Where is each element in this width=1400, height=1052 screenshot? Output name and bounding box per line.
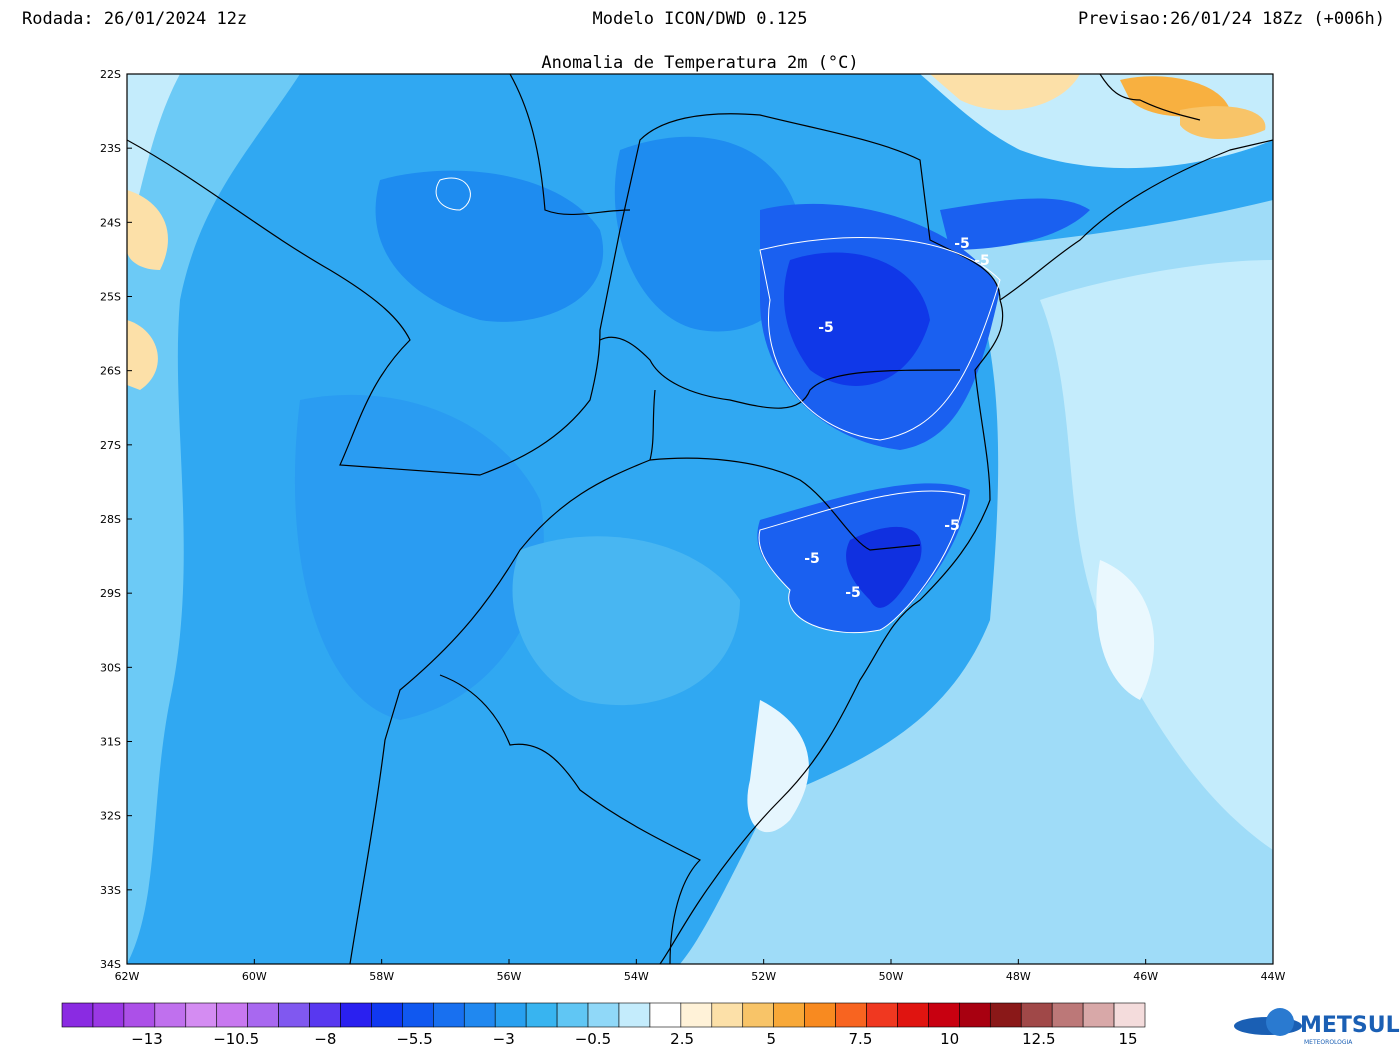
colorbar-label: 12.5 xyxy=(1022,1030,1055,1048)
colorbar-swatch xyxy=(433,1002,465,1028)
colorbar-swatch xyxy=(525,1002,558,1028)
colorbar-label: −3 xyxy=(493,1030,515,1048)
lon-label: 54W xyxy=(624,970,649,983)
colorbar-swatch xyxy=(494,1002,527,1028)
lon-label: 48W xyxy=(1006,970,1031,983)
contour-label: -5 xyxy=(954,236,970,252)
colorbar-label: 10 xyxy=(940,1030,959,1048)
colorbar-swatch xyxy=(371,1002,403,1028)
lon-label: 52W xyxy=(751,970,776,983)
lat-label: 26S xyxy=(100,365,121,378)
colorbar-label: 7.5 xyxy=(849,1030,873,1048)
colorbar-swatch xyxy=(1020,1002,1053,1028)
colorbar-swatch xyxy=(1113,1002,1146,1028)
lat-label: 23S xyxy=(100,142,121,155)
lat-label: 24S xyxy=(100,216,121,229)
colorbar-swatch xyxy=(804,1002,836,1028)
lon-label: 60W xyxy=(242,970,267,983)
colorbar-swatch xyxy=(92,1002,125,1028)
lon-label: 50W xyxy=(879,970,904,983)
logo: METSUL METEOROLOGIA xyxy=(1234,1008,1400,1046)
contour-label: -5 xyxy=(944,518,960,534)
colorbar-swatch xyxy=(340,1002,372,1028)
header-center: Modelo ICON/DWD 0.125 xyxy=(593,9,808,29)
lon-label: 56W xyxy=(497,970,522,983)
colorbar-swatch xyxy=(587,1002,620,1028)
lat-label: 27S xyxy=(100,439,121,452)
colorbar-swatch xyxy=(309,1002,341,1028)
lat-label: 22S xyxy=(100,68,121,81)
lat-label: 32S xyxy=(100,810,121,823)
contour-label: -5 xyxy=(804,551,820,567)
colorbar-swatch xyxy=(773,1002,805,1028)
colorbar-swatch xyxy=(928,1002,960,1028)
colorbar-swatch xyxy=(989,1002,1022,1028)
colorbar-swatch xyxy=(185,1002,218,1028)
borders xyxy=(127,74,1273,964)
logo-sub: METEOROLOGIA xyxy=(1304,1039,1353,1046)
contour-label: -5 xyxy=(845,585,861,601)
lat-label: 30S xyxy=(100,661,121,674)
colorbar-label: 2.5 xyxy=(670,1030,694,1048)
header-right: Previsao:26/01/24 18Zz (+006h) xyxy=(1078,9,1385,29)
colorbar-label: −10.5 xyxy=(213,1030,259,1048)
lat-label: 28S xyxy=(100,513,121,526)
logo-name: METSUL xyxy=(1300,1013,1400,1038)
contours xyxy=(435,177,1001,634)
lat-label: 29S xyxy=(100,587,121,600)
colorbar-swatch xyxy=(123,1002,156,1028)
header-left: Rodada: 26/01/2024 12z xyxy=(22,9,247,29)
contour-label: -5 xyxy=(974,253,990,269)
colorbar-swatch xyxy=(866,1002,898,1028)
colorbar-swatch xyxy=(649,1002,682,1028)
lon-label: 44W xyxy=(1261,970,1286,983)
lat-label: 33S xyxy=(100,884,121,897)
contour-label: -5 xyxy=(818,320,834,336)
colorbar-label: −0.5 xyxy=(575,1030,611,1048)
colorbar-swatch xyxy=(247,1002,279,1028)
colorbar-swatch xyxy=(1082,1002,1115,1028)
colorbar-swatch xyxy=(154,1002,187,1028)
colorbar-swatch xyxy=(463,1002,496,1028)
colorbar-swatch xyxy=(742,1002,774,1028)
colorbar-swatch xyxy=(216,1002,248,1028)
colorbar-swatch xyxy=(556,1002,589,1028)
colorbar-swatch xyxy=(711,1002,744,1028)
colorbar-label: 15 xyxy=(1118,1030,1137,1048)
lat-label: 31S xyxy=(100,736,121,749)
colorbar-swatch xyxy=(618,1002,651,1028)
lat-label: 34S xyxy=(100,958,121,971)
map-title: Anomalia de Temperatura 2m (°C) xyxy=(541,53,858,73)
temperature-field xyxy=(127,74,1273,964)
colorbar-swatch xyxy=(61,1002,94,1028)
colorbar-swatch xyxy=(1051,1002,1084,1028)
colorbar-label: −13 xyxy=(131,1030,163,1048)
colorbar-label: −5.5 xyxy=(396,1030,432,1048)
lon-label: 46W xyxy=(1133,970,1158,983)
colorbar-swatch xyxy=(959,1002,991,1028)
lat-label: 25S xyxy=(100,291,121,304)
colorbar-swatch xyxy=(897,1002,929,1028)
colorbar-swatch xyxy=(278,1002,310,1028)
lon-label: 58W xyxy=(369,970,394,983)
colorbar-label: −8 xyxy=(314,1030,336,1048)
colorbar-swatch xyxy=(680,1002,713,1028)
lon-label: 62W xyxy=(115,970,140,983)
colorbar-swatch xyxy=(402,1002,434,1028)
colorbar-label: 5 xyxy=(766,1030,776,1048)
colorbar-swatch xyxy=(835,1002,867,1028)
